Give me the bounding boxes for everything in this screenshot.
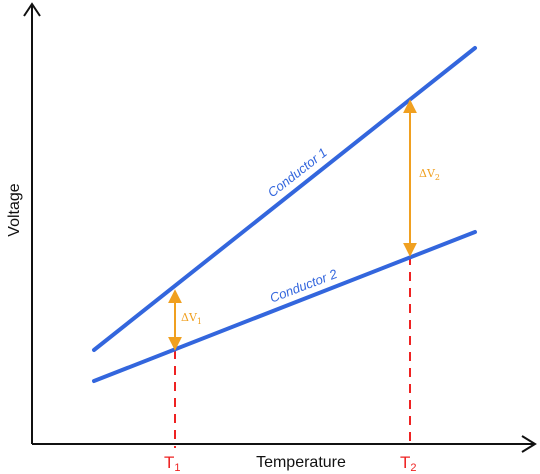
delta-v1-symbol: ΔV (181, 311, 198, 324)
delta-v2-label: ΔV2 (419, 167, 440, 182)
t1-label: T1 (164, 453, 181, 474)
delta-v2-symbol: ΔV (419, 167, 436, 180)
t2-label: T2 (400, 453, 417, 474)
t1-symbol: T (164, 453, 174, 472)
delta-v1-label: ΔV1 (181, 311, 202, 326)
delta-v1-subscript: 1 (197, 317, 202, 326)
t2-subscript: 2 (410, 462, 416, 474)
y-axis-arrow-icon (23, 2, 41, 17)
t2-symbol: T (400, 453, 410, 472)
x-axis-label: Temperature (256, 454, 346, 471)
y-axis-label: Voltage (6, 183, 23, 236)
conductor-2-line (92, 230, 477, 383)
conductor-1-line (92, 46, 477, 352)
t1-subscript: 1 (174, 462, 180, 474)
x-axis-arrow-icon (521, 435, 537, 453)
delta-v2-subscript: 2 (435, 173, 440, 182)
